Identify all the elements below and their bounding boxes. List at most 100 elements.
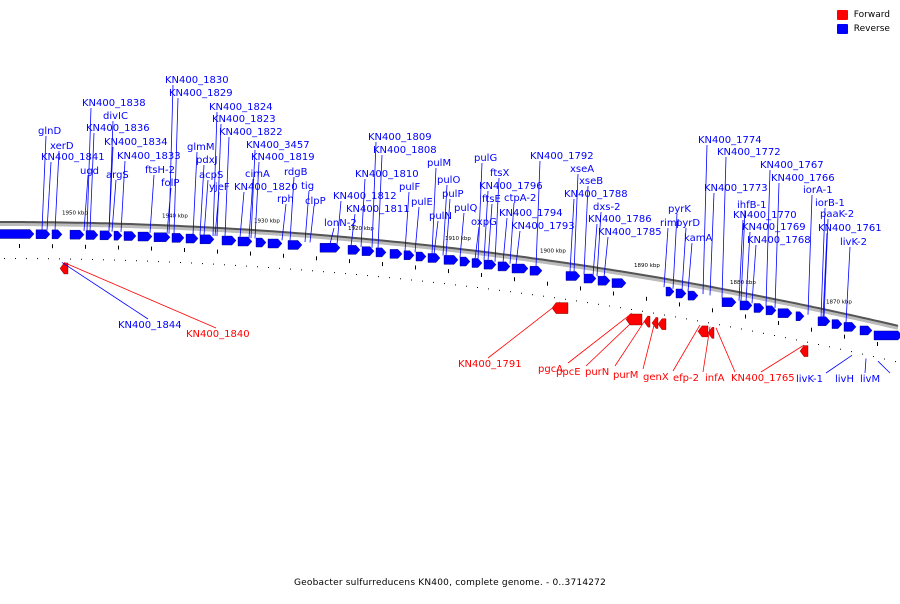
- reverse-gene-arrow: [529, 266, 543, 276]
- legend-forward-swatch: [836, 10, 848, 20]
- reverse-gene-label: ctpA-2: [504, 193, 536, 204]
- major-tick: [85, 244, 86, 249]
- lower-gene-label: pgcA: [538, 364, 563, 375]
- reverse-gene-arrow: [739, 300, 753, 311]
- reverse-gene-arrow: [687, 290, 699, 301]
- minor-tick: [752, 330, 753, 332]
- reverse-gene-arrow: [753, 303, 765, 313]
- reverse-gene-arrow: [113, 230, 123, 241]
- minor-tick: [631, 309, 632, 310]
- minor-tick: [103, 259, 104, 261]
- major-tick: [613, 291, 614, 296]
- forward-gene-arrow: [651, 317, 659, 329]
- label-leader: [149, 174, 155, 233]
- reverse-gene-label: pulG: [474, 153, 497, 164]
- minor-tick: [158, 261, 159, 263]
- label-leader: [63, 262, 217, 329]
- forward-gene-arrow: [707, 327, 715, 339]
- reverse-gene-label: pyrK: [668, 204, 691, 215]
- label-leader: [304, 190, 310, 243]
- reverse-gene-label: KN400_1830: [165, 75, 229, 86]
- reverse-gene-arrow: [675, 288, 687, 299]
- label-leader: [336, 200, 342, 245]
- axis-tick-label: 1900 kbp: [540, 248, 566, 254]
- reverse-gene-arrow: [831, 319, 843, 329]
- minor-tick: [268, 267, 269, 268]
- label-leader: [509, 202, 515, 264]
- reverse-gene-label: clpP: [305, 196, 326, 207]
- reverse-gene-label: divIC: [103, 111, 128, 122]
- label-leader: [487, 301, 561, 359]
- label-leader: [702, 144, 708, 295]
- minor-tick: [114, 259, 115, 261]
- reverse-gene-label: KN400_1767: [760, 160, 824, 171]
- reverse-gene-label: pyrD: [676, 218, 700, 229]
- reverse-gene-label: KN400_1792: [530, 151, 594, 162]
- minor-tick: [510, 291, 511, 293]
- label-leader: [216, 123, 222, 237]
- major-tick: [52, 244, 53, 249]
- label-leader: [535, 160, 541, 268]
- minor-tick: [543, 295, 544, 297]
- reverse-gene-label: pulP: [442, 189, 464, 200]
- label-leader: [715, 327, 736, 373]
- forward-gene-arrow: [697, 325, 709, 338]
- minor-tick: [400, 278, 401, 280]
- major-tick: [118, 245, 119, 250]
- reverse-gene-label: KN400_1836: [86, 123, 150, 134]
- reverse-gene-arrow: [721, 297, 737, 307]
- reverse-gene-arrow: [0, 229, 35, 239]
- lower-gene-label: genX: [643, 372, 669, 383]
- label-leader: [820, 207, 826, 318]
- reverse-gene-label: KN400_1822: [219, 127, 283, 138]
- reverse-gene-arrow: [443, 255, 459, 265]
- reverse-gene-label: pulE: [411, 197, 433, 208]
- reverse-gene-label: KN400_3457: [246, 140, 310, 151]
- reverse-gene-label: KN400_1773: [704, 183, 768, 194]
- reverse-gene-label: KN400_1769: [742, 222, 806, 233]
- label-leader: [494, 177, 500, 262]
- minor-tick: [862, 353, 863, 355]
- label-leader: [569, 198, 575, 273]
- reverse-gene-label: paaK-2: [820, 209, 854, 220]
- label-leader: [108, 146, 114, 232]
- reverse-gene-arrow: [287, 240, 303, 250]
- label-leader: [825, 354, 853, 374]
- label-leader: [203, 179, 209, 236]
- reverse-gene-label: KN400_1811: [346, 204, 410, 215]
- label-leader: [774, 182, 780, 309]
- reverse-gene-label: dxs-2: [593, 202, 620, 213]
- reverse-gene-arrow: [471, 258, 483, 268]
- label-leader: [89, 132, 95, 232]
- minor-tick: [840, 348, 841, 350]
- major-tick: [580, 286, 581, 291]
- minor-tick: [664, 314, 665, 316]
- minor-tick: [290, 268, 291, 270]
- reverse-gene-label: iorB-1: [815, 198, 845, 209]
- label-leader: [672, 213, 678, 289]
- label-leader: [83, 175, 89, 231]
- label-leader: [592, 223, 598, 276]
- label-leader: [433, 220, 439, 255]
- minor-tick: [444, 283, 445, 285]
- reverse-gene-label: livK-2: [840, 237, 867, 248]
- minor-tick: [829, 346, 830, 348]
- label-leader: [823, 218, 829, 319]
- reverse-gene-arrow: [565, 271, 581, 281]
- reverse-gene-label: KN400_1812: [333, 191, 397, 202]
- label-leader: [585, 314, 641, 367]
- major-tick: [712, 308, 713, 313]
- reverse-gene-label: glmM: [187, 142, 215, 153]
- lower-gene-label: KN400_1765: [731, 373, 795, 384]
- reverse-gene-label: glnD: [38, 126, 61, 137]
- minor-tick: [884, 358, 885, 360]
- reverse-gene-label: xseB: [579, 176, 603, 187]
- label-leader: [224, 136, 230, 237]
- reverse-gene-label: KN400_1796: [479, 181, 543, 192]
- reverse-gene-arrow: [583, 273, 597, 284]
- reverse-gene-label: acpS: [199, 170, 223, 181]
- major-tick: [19, 244, 20, 248]
- minor-tick: [708, 322, 709, 324]
- lower-gene-label: purN: [585, 367, 609, 378]
- legend-reverse-swatch: [836, 24, 848, 34]
